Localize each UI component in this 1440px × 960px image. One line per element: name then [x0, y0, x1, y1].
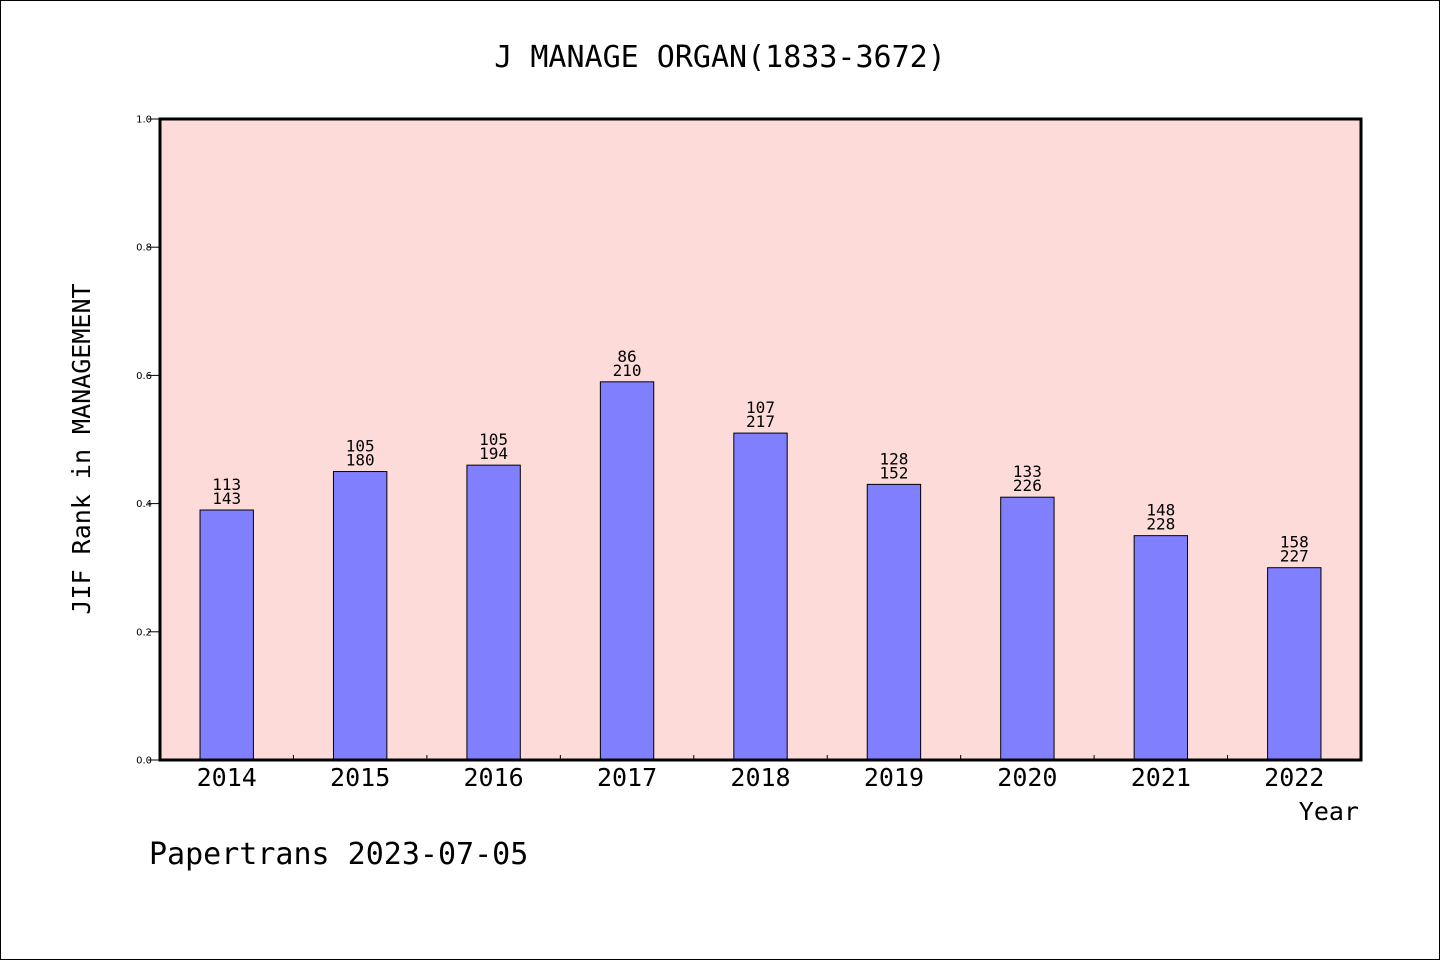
x-tick-label-2019: 2019 [864, 763, 924, 792]
bar-2015 [332, 471, 388, 761]
rank-label-2021: 148 [1146, 501, 1175, 520]
rank-label-2014: 113 [212, 475, 241, 494]
x-tick-label-2020: 2020 [997, 763, 1057, 792]
y-tick-label-0.0: 0.0 [136, 756, 152, 767]
x-tick-label-2014: 2014 [197, 763, 257, 792]
bar-2014 [199, 509, 254, 761]
rank-label-2016: 105 [479, 430, 508, 449]
total-label-2019: 152 [879, 463, 908, 482]
total-label-2015: 180 [346, 451, 375, 470]
y-axis: 0.0 0.2 0.4 0.6 0.8 1.0 [136, 115, 160, 767]
total-label-2016: 194 [479, 444, 508, 463]
total-label-2021: 228 [1146, 515, 1175, 534]
rank-label-2020: 133 [1013, 462, 1042, 481]
x-axis-label: Year [1299, 797, 1359, 826]
total-label-2018: 217 [746, 412, 775, 431]
footer-credit: Papertrans 2023-07-05 [149, 837, 528, 872]
bar-2016 [466, 464, 521, 761]
rank-label-2019: 128 [879, 449, 908, 468]
x-axis: 2014 2015 2016 2017 2018 2019 2020 2021 2022 [197, 755, 1324, 792]
bar-2019 [866, 483, 922, 761]
y-axis-label: JIF Rank in MANAGEMENT [67, 283, 96, 614]
total-label-2017: 210 [613, 361, 642, 380]
rank-label-2017: 86 [617, 347, 636, 366]
y-tick-label-1.0: 1.0 [136, 115, 152, 126]
rank-label-2015: 105 [346, 437, 375, 456]
chart-title: J MANAGE ORGAN(1833-3672) [494, 40, 946, 75]
y-tick-label-0.8: 0.8 [136, 243, 152, 254]
bar-2017 [599, 381, 655, 761]
y-tick-label-0.6: 0.6 [136, 371, 152, 382]
total-label-2022: 227 [1280, 547, 1309, 566]
bar-2022 [1267, 567, 1322, 761]
y-tick-label-0.2: 0.2 [136, 627, 152, 638]
total-label-2020: 226 [1013, 476, 1042, 495]
x-tick-label-2021: 2021 [1131, 763, 1191, 792]
bar-2020 [1000, 496, 1055, 761]
x-tick-label-2015: 2015 [330, 763, 390, 792]
bars-group [199, 381, 1322, 761]
x-tick-label-2018: 2018 [730, 763, 790, 792]
bar-2021 [1133, 535, 1189, 761]
bar-2018 [733, 432, 788, 761]
total-label-2014: 143 [212, 489, 241, 508]
plot-border [158, 117, 1363, 762]
x-tick-label-2022: 2022 [1264, 763, 1324, 792]
rank-label-2022: 158 [1280, 533, 1309, 552]
y-tick-label-0.4: 0.4 [136, 499, 152, 510]
x-tick-label-2017: 2017 [597, 763, 657, 792]
rank-label-2018: 107 [746, 398, 775, 417]
x-tick-label-2016: 2016 [464, 763, 524, 792]
